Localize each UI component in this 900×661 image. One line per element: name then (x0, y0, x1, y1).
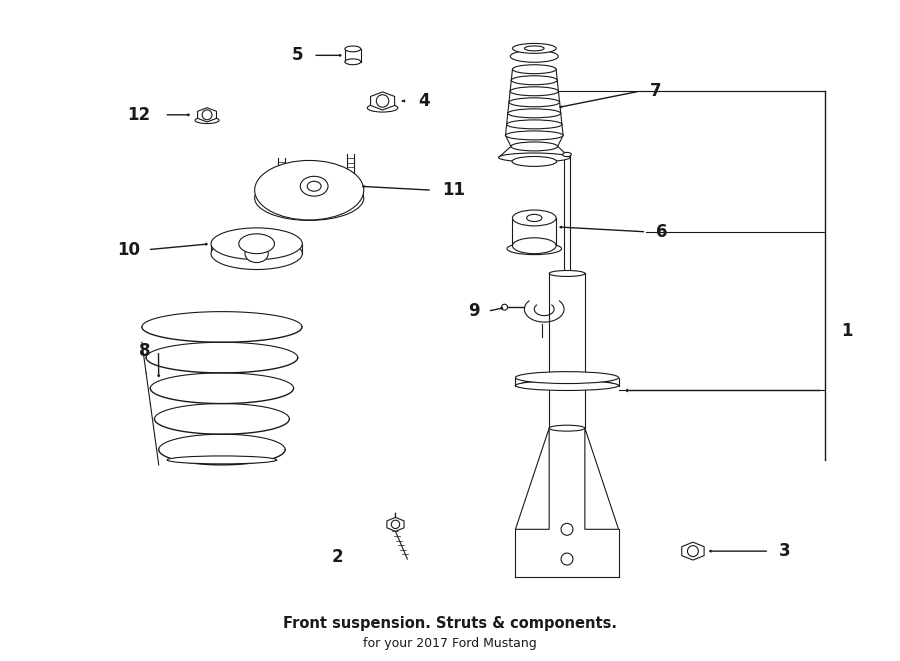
Circle shape (376, 95, 389, 107)
Text: 12: 12 (128, 106, 150, 124)
Ellipse shape (499, 153, 570, 162)
Circle shape (561, 524, 573, 535)
Polygon shape (371, 92, 394, 110)
Ellipse shape (345, 59, 361, 65)
Ellipse shape (512, 210, 556, 226)
Ellipse shape (549, 425, 585, 431)
Polygon shape (682, 542, 704, 560)
Text: Front suspension. Struts & components.: Front suspension. Struts & components. (283, 616, 617, 631)
Ellipse shape (367, 104, 398, 112)
Ellipse shape (510, 50, 558, 62)
Text: 10: 10 (118, 241, 140, 258)
Polygon shape (585, 428, 618, 529)
Circle shape (561, 553, 573, 565)
Text: 8: 8 (139, 342, 150, 360)
Circle shape (202, 110, 212, 120)
Ellipse shape (507, 120, 562, 129)
Ellipse shape (511, 76, 557, 85)
Ellipse shape (512, 157, 556, 167)
Ellipse shape (510, 87, 558, 96)
Ellipse shape (525, 46, 544, 51)
Polygon shape (387, 518, 404, 531)
Text: 4: 4 (418, 92, 430, 110)
Circle shape (501, 304, 508, 310)
Ellipse shape (509, 98, 560, 107)
Text: 11: 11 (442, 181, 465, 199)
Ellipse shape (526, 214, 542, 221)
Circle shape (688, 546, 698, 557)
Ellipse shape (516, 371, 618, 383)
Ellipse shape (211, 238, 302, 270)
Text: 2: 2 (331, 548, 343, 566)
Ellipse shape (507, 243, 562, 254)
Ellipse shape (549, 270, 585, 276)
Ellipse shape (238, 234, 274, 254)
Ellipse shape (345, 46, 361, 52)
Text: 3: 3 (779, 542, 791, 560)
Ellipse shape (512, 44, 556, 54)
Ellipse shape (301, 176, 328, 196)
Text: 6: 6 (656, 223, 668, 241)
Ellipse shape (307, 181, 321, 191)
Ellipse shape (512, 238, 556, 254)
Ellipse shape (512, 65, 556, 73)
Text: for your 2017 Ford Mustang: for your 2017 Ford Mustang (363, 637, 537, 650)
Text: 9: 9 (468, 302, 480, 320)
Ellipse shape (255, 176, 364, 220)
Ellipse shape (245, 245, 268, 262)
Ellipse shape (195, 117, 219, 124)
Ellipse shape (511, 142, 558, 151)
Polygon shape (198, 108, 217, 122)
Ellipse shape (167, 456, 276, 464)
Text: 5: 5 (292, 46, 303, 64)
Text: 7: 7 (651, 82, 661, 100)
Text: 1: 1 (841, 322, 852, 340)
Ellipse shape (562, 153, 572, 157)
Ellipse shape (211, 228, 302, 260)
Ellipse shape (255, 161, 364, 220)
Circle shape (392, 520, 400, 529)
Ellipse shape (508, 109, 561, 118)
Ellipse shape (516, 381, 618, 391)
Polygon shape (516, 428, 549, 529)
Ellipse shape (506, 131, 563, 140)
